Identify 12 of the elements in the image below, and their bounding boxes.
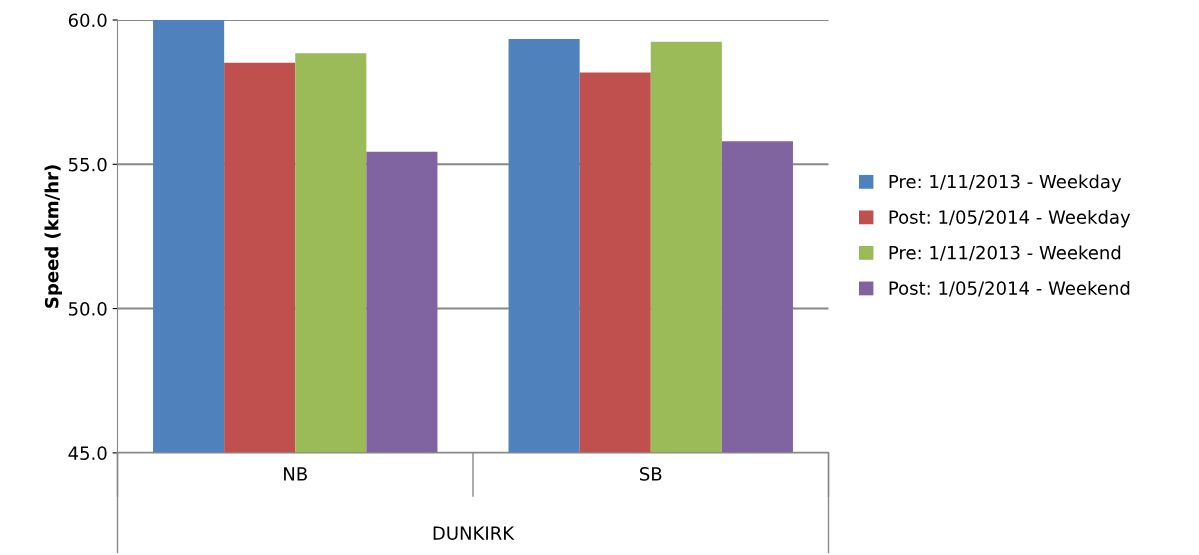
- x-axis-title: DUNKIRK: [433, 526, 515, 540]
- legend-label: Pre: 1/11/2013 - Weekend: [889, 245, 1121, 261]
- x-tick-label: SB: [640, 467, 662, 481]
- legend-label: Pre: 1/11/2013 - Weekday: [889, 174, 1122, 192]
- legend-label: Post: 1/05/2014 - Weekday: [889, 209, 1131, 228]
- y-tick-label: 60.0: [68, 13, 107, 28]
- y-tick-label: 45.0: [68, 446, 107, 460]
- y-axis-title: Speed (km/hr): [44, 165, 63, 308]
- legend-label: Post: 1/05/2014 - Weekend: [889, 280, 1130, 297]
- y-tick-label: 55.0: [68, 157, 107, 172]
- x-tick-label: NB: [284, 467, 307, 481]
- y-tick-label: 50.0: [68, 302, 107, 316]
